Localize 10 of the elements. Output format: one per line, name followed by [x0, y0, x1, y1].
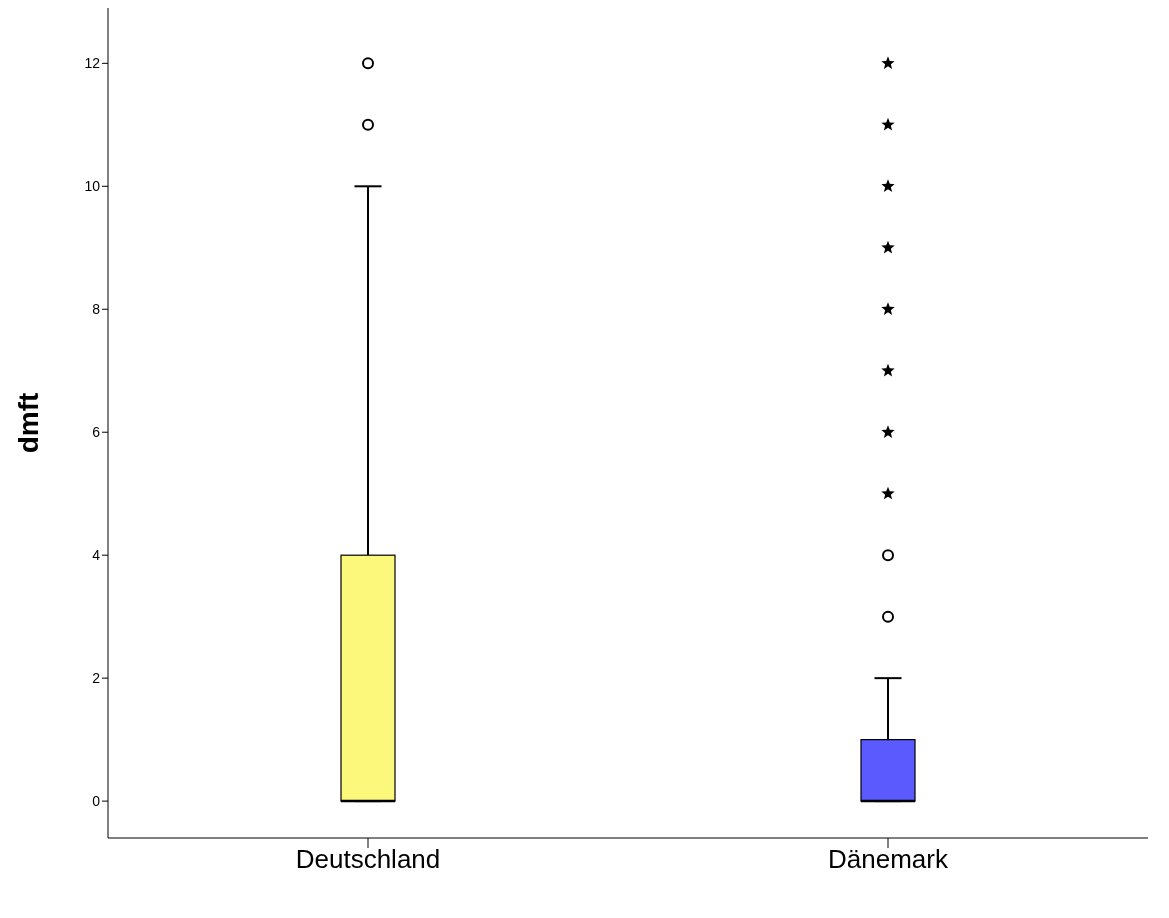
y-tick-label: 6: [92, 424, 101, 441]
y-tick-label: 2: [92, 670, 101, 687]
x-tick-label: Deutschland: [295, 844, 441, 875]
y-tick-label: 12: [84, 55, 101, 72]
y-axis-title: dmft: [12, 392, 44, 454]
y-tick-label: 0: [92, 793, 101, 810]
y-tick-label: 10: [84, 178, 101, 195]
y-tick-label: 8: [92, 301, 101, 318]
x-tick-label: Dänemark: [828, 844, 949, 875]
y-tick-label: 4: [92, 547, 101, 564]
